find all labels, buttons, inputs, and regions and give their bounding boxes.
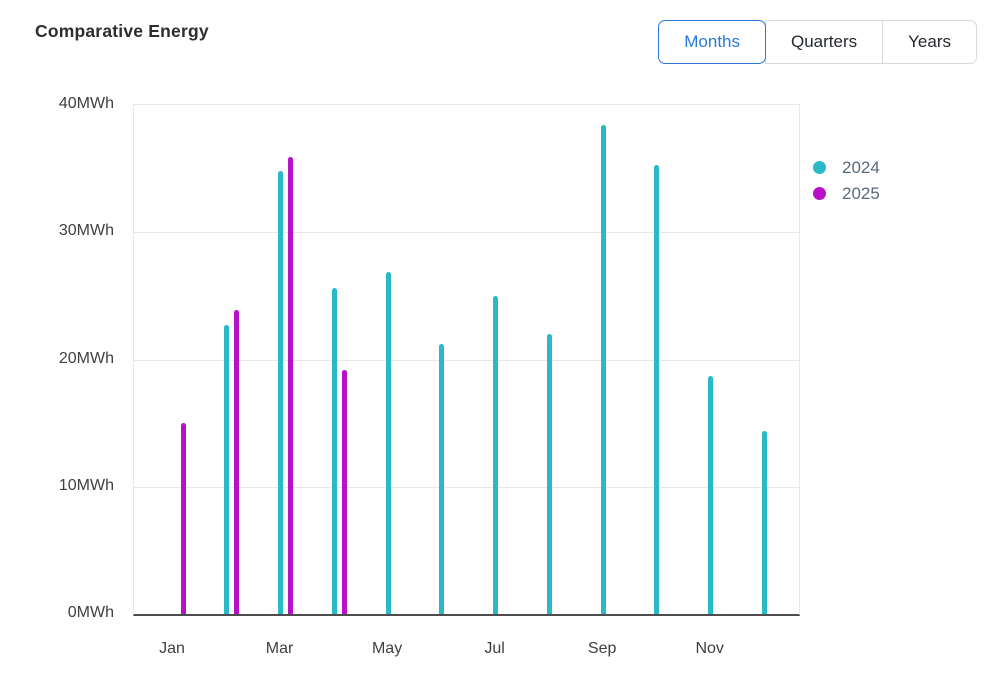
x-tick-label-nov: Nov: [695, 640, 724, 657]
y-tick-label-20MWh: 20MWh: [58, 349, 114, 367]
legend-item-2025[interactable]: 2025: [813, 183, 880, 204]
bar-2025-apr[interactable]: [341, 369, 347, 614]
x-tick-label-sep: Sep: [587, 640, 617, 657]
bar-2024-jun[interactable]: [439, 344, 445, 614]
y-tick-label-10MWh: 10MWh: [58, 476, 114, 494]
tab-years[interactable]: Years: [882, 20, 977, 64]
x-tick-label-may: May: [371, 640, 403, 657]
legend-dot-2024-icon: [813, 161, 826, 174]
x-tick-label-mar: Mar: [265, 640, 294, 657]
bar-2024-mar[interactable]: [278, 171, 284, 614]
bar-2025-feb[interactable]: [234, 309, 240, 614]
x-tick-label-jan: Jan: [159, 640, 185, 657]
bar-2024-may[interactable]: [385, 271, 391, 614]
bar-2024-oct[interactable]: [654, 164, 660, 614]
x-tick-label-jul: Jul: [484, 640, 505, 657]
legend-label-2024: 2024: [842, 157, 880, 177]
legend-dot-2025-icon: [813, 187, 826, 200]
tab-quarters[interactable]: Quarters: [765, 20, 884, 64]
chart-plot-area: [133, 104, 800, 616]
gridline-20MWh: [134, 359, 799, 361]
bar-2024-dec[interactable]: [761, 430, 767, 614]
gridline-10MWh: [134, 486, 799, 488]
bar-2025-jan[interactable]: [180, 423, 186, 614]
period-tab-group: Months Quarters Years: [658, 20, 977, 64]
bar-2024-aug[interactable]: [546, 334, 552, 614]
chart-legend: 2024 2025: [813, 157, 880, 209]
y-tick-label-0MWh: 0MWh: [67, 604, 114, 621]
legend-item-2024[interactable]: 2024: [813, 157, 880, 178]
tab-months[interactable]: Months: [658, 20, 766, 64]
y-tick-label-30MWh: 30MWh: [58, 222, 114, 240]
bar-2024-sep[interactable]: [600, 125, 606, 614]
bar-2024-feb[interactable]: [224, 325, 230, 614]
bar-2025-mar[interactable]: [288, 157, 294, 614]
bar-2024-nov[interactable]: [708, 376, 714, 614]
bar-2024-jul[interactable]: [493, 295, 499, 614]
gridline-30MWh: [134, 232, 799, 234]
y-tick-label-40MWh: 40MWh: [58, 95, 114, 112]
page-title: Comparative Energy: [35, 21, 209, 41]
bar-2024-apr[interactable]: [331, 288, 337, 614]
legend-label-2025: 2025: [842, 183, 880, 203]
